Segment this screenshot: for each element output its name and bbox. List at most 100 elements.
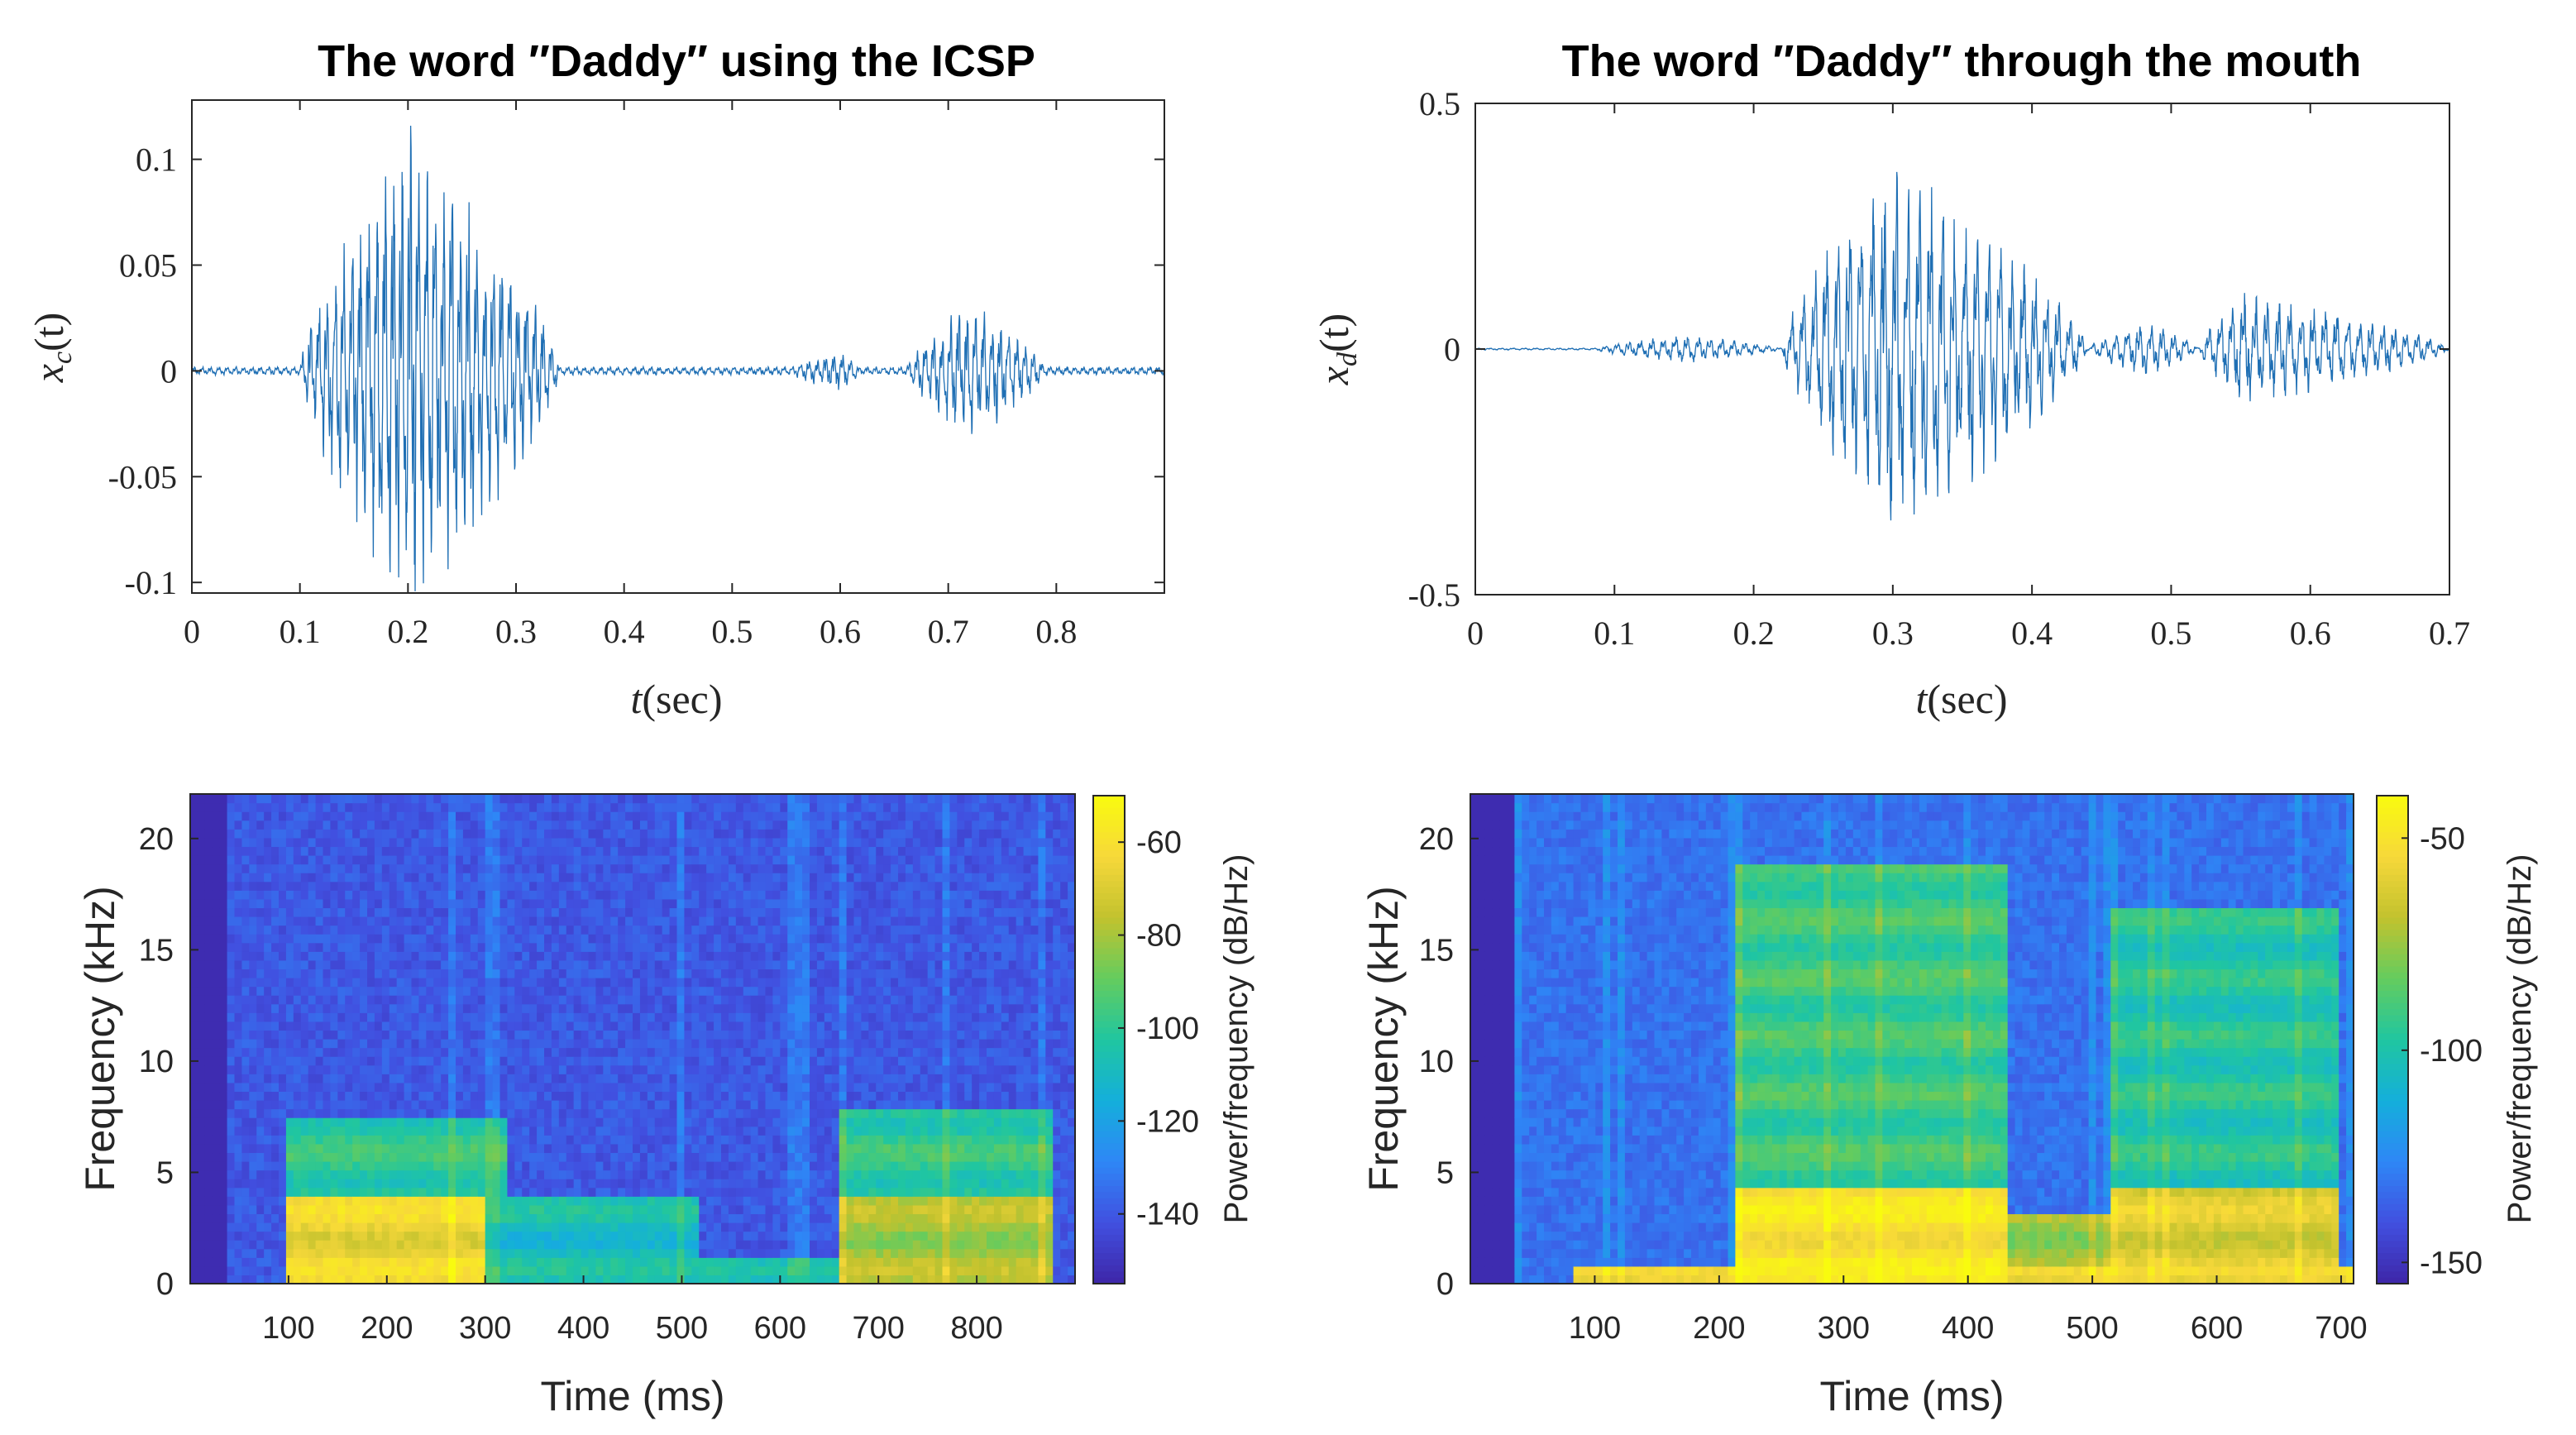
heatmap-cell (551, 1204, 560, 1215)
heatmap-cell (485, 837, 494, 848)
heatmap-cell (529, 855, 538, 865)
heatmap-cell (256, 1170, 265, 1179)
heatmap-cell (721, 1003, 729, 1013)
heatmap-cell (810, 959, 818, 970)
heatmap-cell (227, 1012, 236, 1022)
heatmap-cell (750, 1213, 759, 1223)
heatmap-cell (300, 837, 309, 848)
heatmap-cell (256, 1257, 265, 1267)
heatmap-cell (654, 1265, 663, 1276)
heatmap-cell (573, 881, 582, 891)
heatmap-cell (743, 959, 752, 970)
heatmap-cell (330, 1100, 338, 1110)
heatmap-cell (735, 907, 744, 917)
heatmap-cell (728, 846, 737, 856)
heatmap-cell (448, 1012, 456, 1022)
heatmap-cell (544, 1003, 552, 1013)
heatmap-cell (802, 1143, 810, 1154)
heatmap-cell (300, 969, 309, 978)
heatmap-cell (669, 1222, 678, 1232)
heatmap-cell (441, 1231, 449, 1241)
heatmap-cell (279, 1222, 287, 1232)
heatmap-cell (433, 898, 442, 909)
heatmap-cell (647, 837, 656, 848)
heatmap-cell (625, 794, 633, 804)
heatmap-cell (603, 881, 611, 891)
heatmap-cell (470, 1257, 479, 1267)
heatmap-cell (426, 1257, 434, 1267)
heatmap-cell (529, 1100, 538, 1110)
heatmap-cell (765, 1170, 774, 1179)
heatmap-cell (300, 794, 309, 804)
heatmap-cell (271, 1100, 280, 1110)
heatmap-cell (279, 1030, 287, 1040)
heatmap-cell (285, 1082, 294, 1093)
heatmap-cell (337, 925, 346, 935)
heatmap-cell (610, 802, 619, 812)
heatmap-cell (735, 1257, 744, 1267)
heatmap-cell (448, 1179, 456, 1189)
heatmap-cell (537, 1240, 545, 1250)
heatmap-cell (743, 1170, 752, 1179)
heatmap-cell (618, 1231, 626, 1241)
heatmap-cell (389, 1257, 398, 1267)
heatmap-cell (581, 794, 590, 804)
heatmap-cell (691, 846, 700, 856)
heatmap-cell (772, 934, 781, 944)
heatmap-cell (816, 934, 825, 944)
heatmap-cell (824, 925, 833, 935)
heatmap-cell (802, 863, 810, 873)
heatmap-cell (404, 863, 413, 873)
heatmap-cell (197, 1196, 206, 1206)
heatmap-cell (330, 916, 338, 926)
heatmap-cell (816, 837, 825, 848)
heatmap-cell (544, 1117, 552, 1127)
heatmap-cell (300, 820, 309, 830)
heatmap-cell (345, 1100, 353, 1110)
heatmap-cell (551, 1187, 560, 1197)
heatmap-cell (765, 925, 774, 935)
heatmap-cell (654, 959, 663, 970)
heatmap-cell (300, 1091, 309, 1101)
heatmap-cell (470, 1039, 479, 1049)
wave-mouth-line (1474, 171, 2450, 521)
heatmap-cell (765, 1204, 774, 1215)
heatmap-cell (558, 1275, 567, 1284)
heatmap-cell (492, 794, 501, 804)
heatmap-cell (750, 829, 759, 839)
heatmap-cell (448, 995, 456, 1005)
heatmap-cell (337, 1265, 346, 1276)
heatmap-cell (639, 978, 648, 988)
heatmap-cell (758, 1275, 767, 1284)
heatmap-cell (293, 1240, 302, 1250)
heatmap-cell (824, 1047, 833, 1057)
heatmap-cell (691, 811, 700, 821)
heatmap-cell (595, 1196, 604, 1206)
heatmap-cell (485, 942, 494, 952)
heatmap-cell (691, 986, 700, 996)
heatmap-cell (573, 811, 582, 821)
heatmap-cell (279, 1161, 287, 1171)
heatmap-cell (499, 881, 509, 891)
heatmap-cell (249, 1003, 257, 1013)
heatmap-cell (750, 846, 759, 856)
heatmap-cell (787, 898, 796, 909)
heatmap-cell (381, 1135, 390, 1145)
heatmap-cell (219, 1047, 228, 1057)
heatmap-cell (566, 1074, 575, 1083)
heatmap-cell (418, 1222, 427, 1232)
xtick-label: 0.2 (387, 613, 428, 650)
heatmap-cell (249, 873, 257, 883)
heatmap-cell (285, 846, 294, 856)
heatmap-cell (323, 995, 332, 1005)
heatmap-cell (750, 1143, 759, 1154)
heatmap-cell (271, 1082, 280, 1093)
heatmap-cell (315, 1170, 324, 1179)
heatmap-cell (810, 1135, 818, 1145)
heatmap-cell (197, 925, 206, 935)
heatmap-cell (551, 1179, 560, 1189)
heatmap-cell (285, 1143, 294, 1154)
heatmap-cell (654, 1143, 663, 1154)
heatmap-cell (279, 1082, 287, 1093)
heatmap-cell (507, 1240, 515, 1250)
